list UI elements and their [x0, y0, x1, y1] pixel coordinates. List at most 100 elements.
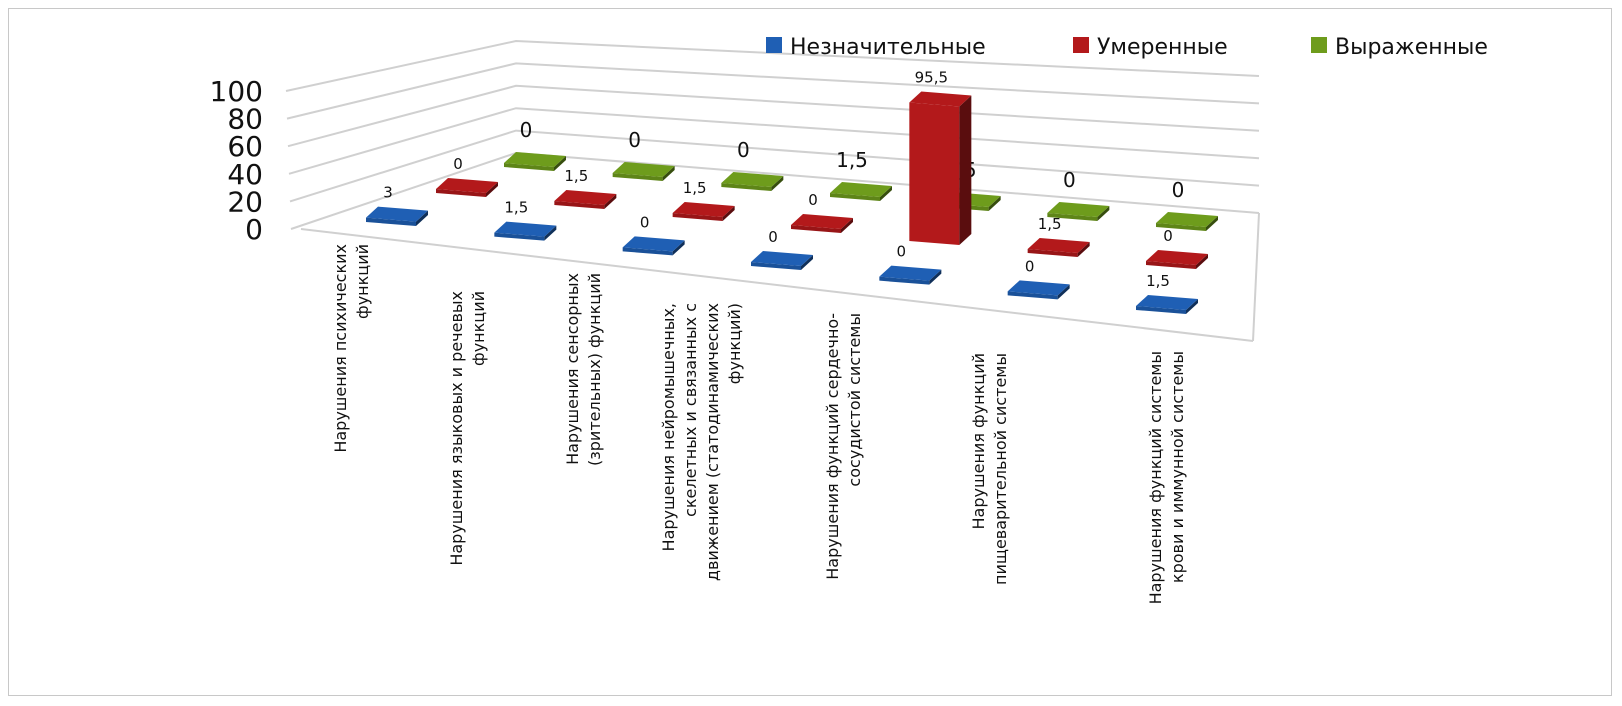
legend-swatch — [1073, 37, 1089, 53]
bar-side-face — [959, 95, 972, 246]
bar-side-face — [841, 218, 853, 233]
gridlines — [285, 39, 1260, 342]
bar-Умеренные-1: 1,5 — [554, 167, 617, 209]
bar-Умеренные-4: 95,5 — [909, 69, 972, 246]
gridline — [288, 107, 1260, 175]
category-label: Нарушения нейромышечных, скелетных и связ… — [659, 303, 744, 581]
bar-top-face — [504, 152, 566, 167]
data-label: 0 — [1172, 178, 1185, 202]
data-label: 95,5 — [915, 69, 948, 87]
bar-front-face — [909, 102, 960, 246]
y-tick-label: 40 — [227, 158, 263, 191]
category-label: Нарушения сенсорных (зрительных) функций — [563, 273, 604, 466]
legend-swatch — [1311, 37, 1327, 53]
category-label-line: пищеварительной системы — [991, 353, 1010, 585]
data-label: 1,5 — [1038, 215, 1062, 233]
data-label: 1,5 — [504, 199, 528, 217]
data-label: 1,5 — [836, 148, 868, 172]
bar-Умеренные-5: 1,5 — [1027, 215, 1090, 257]
bar-top-face — [494, 221, 557, 237]
category-label-line: Нарушения психических — [331, 244, 350, 453]
data-label: 0 — [1163, 227, 1173, 245]
bar-side-face — [1196, 254, 1208, 269]
bar-front-face — [791, 225, 841, 233]
y-tick-label: 0 — [245, 213, 263, 246]
bar-front-face — [622, 247, 673, 256]
category-label-line: функций — [353, 244, 372, 319]
category-label-line: Нарушения языковых и речевых — [447, 291, 466, 566]
category-label-line: Нарушения функций — [969, 353, 988, 529]
bar-side-face — [801, 255, 813, 270]
bar-Умеренные-0: 0 — [436, 155, 498, 197]
category-label-line: функций — [469, 291, 488, 366]
bar-top-face — [672, 202, 735, 217]
bar-side-face — [929, 269, 942, 285]
category-label: Нарушения функций системы крови и иммунно… — [1146, 351, 1187, 604]
category-label-line: Нарушения нейромышечных, — [659, 303, 678, 551]
bar-front-face — [751, 262, 801, 270]
category-label-line: Нарушения сенсорных — [563, 273, 582, 465]
gridline — [286, 62, 1260, 120]
bar-front-face — [1156, 223, 1206, 231]
bar-top-face — [1146, 250, 1208, 265]
bar-front-face — [504, 163, 554, 171]
bar-side-face — [1186, 299, 1198, 314]
y-tick-label: 80 — [227, 103, 263, 136]
bar-side-face — [722, 206, 735, 221]
bar-side-face — [1206, 216, 1218, 231]
floor-right-edge — [1252, 212, 1260, 342]
bar-front-face — [721, 183, 772, 191]
bar-side-face — [554, 156, 566, 171]
category-label-line: движением (статодинамических — [703, 303, 722, 581]
bar-side-face — [771, 176, 784, 191]
bar-top-face — [721, 172, 784, 187]
y-tick-label: 20 — [227, 185, 263, 218]
bar-Умеренные-2: 1,5 — [672, 179, 735, 221]
bar-top-face — [366, 206, 428, 222]
category-label-line: Нарушения функций системы — [1146, 351, 1165, 604]
data-label: 0 — [1025, 257, 1035, 275]
bar-top-face — [436, 178, 498, 193]
bar-top-face — [791, 214, 853, 229]
bar-Выраженные-2: 0 — [721, 138, 784, 191]
bar-top-face — [1007, 280, 1070, 296]
bar-front-face — [1047, 213, 1098, 221]
bar-front-face — [1146, 261, 1196, 269]
bar-Выраженные-0: 0 — [504, 118, 566, 171]
legend-item-0: Незначительные — [766, 35, 986, 60]
category-label: Нарушения функций пищеварительной системы — [969, 353, 1010, 585]
data-label: 1,5 — [564, 167, 588, 185]
bar-Незначительные-4: 0 — [879, 243, 942, 285]
category-label-line: функций) — [725, 303, 744, 384]
bar-front-face — [830, 193, 880, 201]
bar-front-face — [612, 173, 663, 181]
bar-side-face — [486, 182, 498, 197]
bar-front-face — [672, 213, 723, 221]
data-label: 0 — [737, 138, 750, 162]
bar-top-face — [909, 91, 972, 107]
bar-side-face — [880, 186, 892, 201]
legend-label: Незначительные — [790, 35, 986, 60]
data-label: 1,5 — [1146, 272, 1170, 290]
bar-front-face — [436, 189, 486, 197]
data-label: 0 — [453, 155, 463, 173]
bar-side-face — [1097, 206, 1110, 221]
bar-front-face — [494, 232, 545, 241]
bar-top-face — [1027, 238, 1090, 253]
bar-Умеренные-3: 0 — [791, 191, 853, 233]
category-label-line: (зрительных) функций — [585, 273, 604, 466]
data-label: 0 — [808, 191, 818, 209]
bar-Незначительные-6: 1,5 — [1136, 272, 1198, 314]
legend: Незначительные Умеренные Выраженные — [766, 35, 1488, 60]
bar-top-face — [830, 182, 892, 197]
gridline — [289, 129, 1260, 203]
bar-side-face — [1077, 242, 1090, 257]
bar-Выраженные-3: 1,5 — [830, 148, 892, 201]
category-label-line: крови и иммунной системы — [1168, 351, 1187, 583]
data-label: 0 — [520, 118, 533, 142]
category-label: Нарушения языковых и речевых функций — [447, 291, 488, 566]
data-label: 1,5 — [683, 179, 707, 197]
bar-front-face — [879, 276, 930, 285]
